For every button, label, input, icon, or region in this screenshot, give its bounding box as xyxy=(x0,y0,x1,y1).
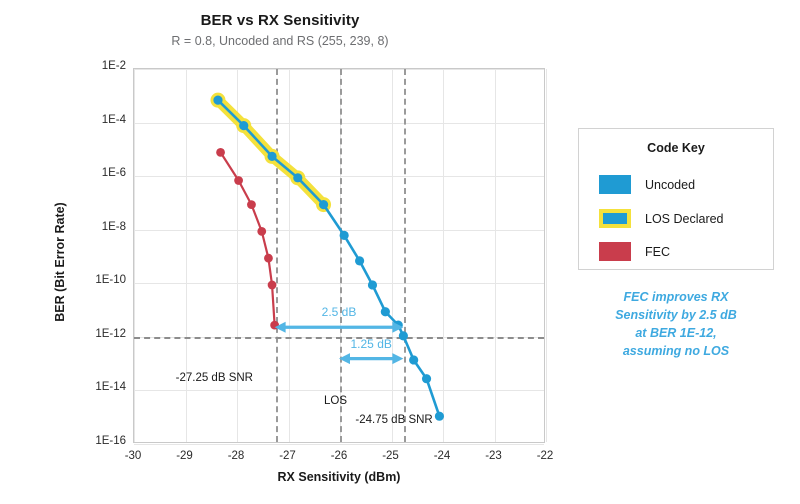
side-note: FEC improves RX Sensitivity by 2.5 dB at… xyxy=(578,288,774,360)
gridline-vertical xyxy=(237,69,238,442)
x-tick-label: -22 xyxy=(536,450,554,462)
legend-swatch-fec xyxy=(599,242,631,261)
x-tick-label: -30 xyxy=(124,450,142,462)
y-tick-label: 1E-2 xyxy=(101,60,126,72)
x-tick-label: -26 xyxy=(330,450,348,462)
legend-swatch-los-declared xyxy=(599,209,631,228)
y-tick-label: 1E-10 xyxy=(95,274,126,287)
gridline-vertical xyxy=(288,69,290,442)
legend-swatch-uncoded xyxy=(599,175,631,194)
uncoded-snr-line xyxy=(404,69,407,442)
x-tick-label: -25 xyxy=(382,450,399,462)
gridline-vertical xyxy=(494,69,496,442)
gridline-horizontal xyxy=(134,283,544,285)
series-fec xyxy=(216,147,280,330)
chart-title: BER vs RX Sensitivity xyxy=(200,12,360,29)
gridline-vertical xyxy=(134,69,135,442)
gridline-horizontal xyxy=(134,444,544,445)
x-tick-label: -28 xyxy=(227,450,245,462)
legend-box: Code Key Uncoded LOS Declared FEC xyxy=(578,128,774,270)
side-note-line-2: Sensitivity by 2.5 dB xyxy=(615,308,737,322)
gridline-vertical xyxy=(391,69,393,442)
legend-title: Code Key xyxy=(647,141,705,155)
gridline-horizontal xyxy=(134,229,544,231)
gridline-vertical xyxy=(546,69,547,442)
legend-item-fec[interactable]: FEC xyxy=(599,242,670,261)
gridline-horizontal xyxy=(134,176,544,178)
fec-snr-label: -27.25 dB SNR xyxy=(175,372,253,385)
y-tick-label: 1E-4 xyxy=(101,113,126,126)
chart-subtitle: R = 0.8, Uncoded and RS (255, 239, 8) xyxy=(171,34,389,48)
x-tick-label: -23 xyxy=(485,450,502,462)
legend-item-uncoded[interactable]: Uncoded xyxy=(599,175,695,194)
delta-2-5-db-arrow-text: 2.5 dB xyxy=(321,305,357,320)
fec-snr-line xyxy=(275,69,278,442)
legend-label-los-declared: LOS Declared xyxy=(645,211,724,226)
los-line xyxy=(340,69,342,442)
data-series-layer xyxy=(210,92,445,421)
gridline-horizontal xyxy=(134,122,544,124)
x-axis-title: RX Sensitivity (dBm) xyxy=(277,470,401,484)
y-tick-label: 1E-12 xyxy=(95,327,126,340)
side-note-line-3: at BER 1E-12, xyxy=(635,326,717,340)
side-note-line-1: FEC improves RX xyxy=(623,290,729,304)
y-tick-label: 1E-14 xyxy=(95,381,126,394)
legend-label-uncoded: Uncoded xyxy=(645,177,696,192)
side-note-line-4: assuming no LOS xyxy=(622,344,730,358)
x-tick-label: -27 xyxy=(279,450,296,462)
delta-1-25-db-arrow-text: 1.25 dB xyxy=(350,336,392,351)
y-tick-label: 1E-8 xyxy=(101,220,126,233)
x-tick-label: -29 xyxy=(176,450,193,462)
x-tick-label: -24 xyxy=(433,450,451,462)
gridline-horizontal xyxy=(134,69,544,70)
legend-item-los-declared[interactable]: LOS Declared xyxy=(599,209,724,228)
plot-area xyxy=(133,68,547,445)
legend-label-fec: FEC xyxy=(645,244,670,259)
ber-1e-12-line xyxy=(134,336,544,339)
y-tick-label: 1E-16 xyxy=(95,435,126,447)
gridline-vertical xyxy=(185,69,187,442)
gridline-horizontal xyxy=(134,390,544,392)
uncoded-snr-label: -24.75 dB SNR xyxy=(355,413,433,426)
los-label: LOS xyxy=(324,394,348,407)
gridline-vertical xyxy=(443,69,444,442)
y-tick-label: 1E-6 xyxy=(101,167,126,180)
